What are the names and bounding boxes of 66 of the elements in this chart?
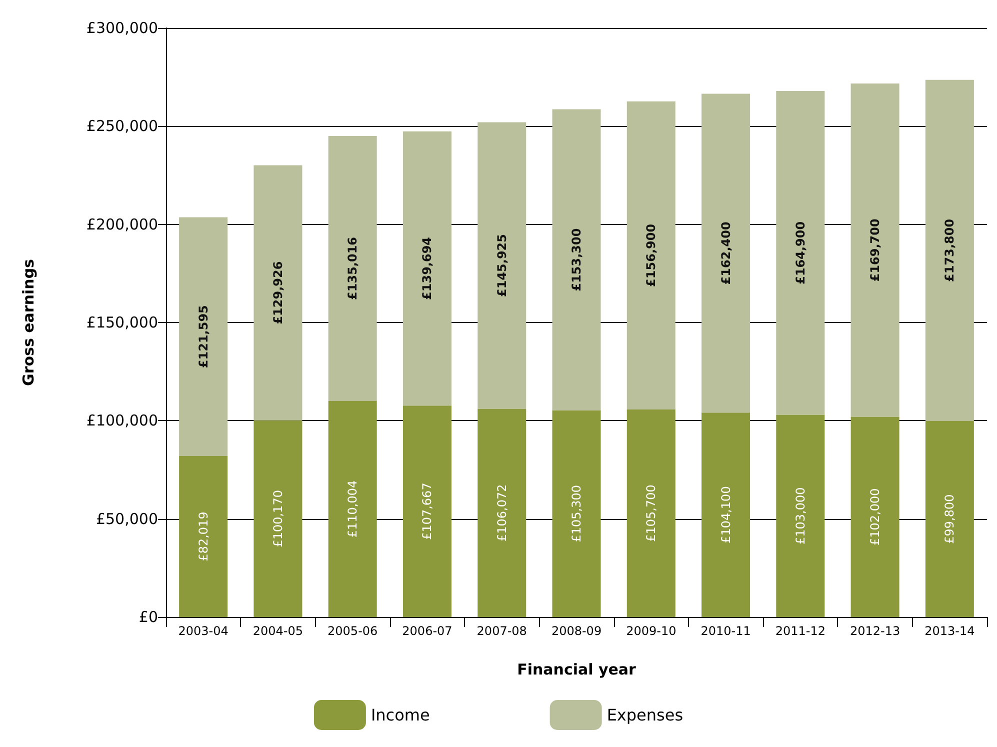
bar	[925, 80, 974, 422]
data-label: £105,300	[570, 485, 584, 542]
data-label: £102,000	[868, 488, 882, 546]
bar	[402, 131, 452, 406]
y-tick-label: £50,000	[96, 510, 158, 528]
bar	[850, 84, 900, 417]
x-axis-title: Financial year	[517, 660, 637, 678]
x-tick-label: 2004-05	[252, 624, 304, 638]
y-tick-label: £250,000	[86, 117, 158, 136]
x-tick-label: 2010-11	[700, 624, 751, 638]
legend-label: Expenses	[606, 706, 684, 724]
legend-label: Income	[370, 706, 430, 724]
data-label: £156,900	[644, 224, 658, 287]
data-label: £82,019	[196, 512, 210, 562]
bar	[179, 456, 228, 617]
x-tick-label: 2009-10	[626, 624, 676, 638]
data-label: £105,700	[644, 484, 658, 542]
y-tick-label: £200,000	[86, 215, 158, 234]
x-tick-label: 2006-07	[402, 624, 452, 638]
y-tick-label: £300,000	[86, 19, 158, 37]
data-label: £135,016	[346, 236, 360, 300]
y-tick-label: £0	[138, 608, 158, 626]
data-label: £173,800	[942, 218, 957, 282]
y-axis-title: Gross earnings	[20, 258, 38, 386]
data-label: £121,595	[196, 305, 210, 368]
bar	[552, 410, 601, 617]
data-label: £164,900	[793, 221, 808, 284]
data-label: £169,700	[868, 218, 882, 282]
bar	[179, 217, 228, 456]
x-tick-label: 2013-14	[924, 624, 975, 638]
x-tick-label: 2011-12	[775, 624, 826, 638]
bar	[702, 94, 750, 413]
data-label: £139,694	[420, 236, 434, 300]
bar	[478, 408, 526, 617]
data-label: £153,300	[570, 228, 584, 292]
bar	[254, 165, 302, 420]
bar	[328, 136, 377, 402]
data-label: £103,000	[793, 487, 808, 545]
data-label: £99,800	[942, 494, 957, 544]
x-tick-label: 2003-04	[178, 624, 228, 638]
bar	[402, 406, 452, 617]
bar	[850, 416, 900, 617]
bar	[478, 122, 526, 409]
bar	[254, 420, 302, 617]
bar	[626, 101, 676, 410]
data-label: £106,072	[494, 484, 509, 542]
x-tick-label: 2008-09	[551, 624, 602, 638]
x-tick-label: 2012-13	[850, 624, 900, 638]
data-label: £104,100	[718, 486, 733, 544]
bar	[328, 401, 377, 617]
data-label: £107,667	[420, 482, 434, 540]
bar	[776, 91, 825, 415]
data-label: £162,400	[718, 222, 733, 285]
bar	[776, 414, 825, 617]
y-tick-label: £150,000	[86, 314, 158, 332]
y-tick-label: £100,000	[86, 412, 158, 430]
x-tick-label: 2005-06	[328, 624, 378, 638]
bar	[925, 421, 974, 617]
bar	[552, 109, 601, 410]
data-label: £100,170	[270, 490, 285, 548]
x-tick-label: 2007-08	[476, 624, 527, 638]
bar	[626, 409, 676, 617]
data-label: £145,925	[494, 234, 509, 298]
data-label: £110,004	[346, 480, 360, 538]
bar	[702, 412, 750, 617]
data-label: £129,926	[270, 261, 285, 324]
